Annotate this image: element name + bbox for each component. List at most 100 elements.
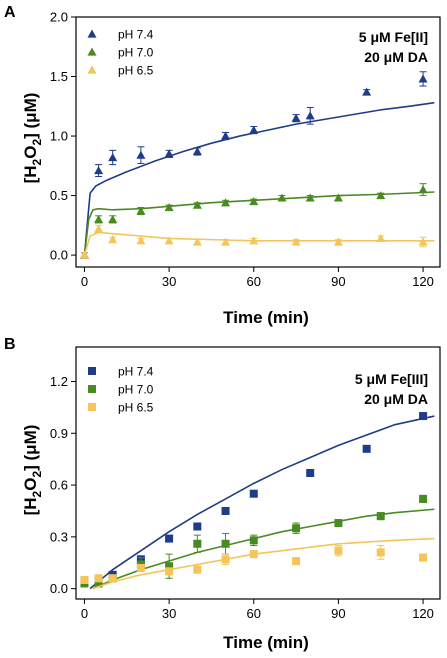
panel-b-x-tick-label: 30	[162, 606, 176, 621]
panel-a-legend-label-ph-7-4: pH 7.4	[118, 28, 154, 42]
panel-b-point-ph-6-5	[108, 574, 117, 583]
panel-a-point-ph-6-5	[108, 235, 118, 244]
panel-a-point-ph-7-0	[136, 206, 146, 215]
panel-a-point-ph-7-0	[418, 185, 428, 194]
panel-b-y-tick-label: 0.6	[50, 478, 68, 493]
panel-a-point-ph-7-0	[221, 198, 231, 207]
panel-b-point-ph-7-0	[193, 539, 202, 548]
panel-b-point-ph-7-4	[193, 522, 202, 531]
panel-b-point-ph-7-4	[221, 506, 230, 515]
panel-a-point-ph-7-4	[418, 74, 428, 83]
panel-a-point-ph-7-4	[249, 125, 259, 134]
panel-b-point-ph-7-0	[221, 539, 230, 548]
panel-a-point-ph-7-0	[108, 214, 118, 223]
panel-a-letter: A	[4, 4, 16, 21]
panel-b-legend-marker-ph-6-5	[88, 403, 96, 411]
panel-b-x-tick-label: 60	[247, 606, 261, 621]
panel-a-point-ph-7-0	[249, 197, 259, 206]
panel-a-x-tick-label: 120	[412, 274, 434, 289]
panel-a-point-ph-6-5	[333, 237, 343, 246]
panel-a-point-ph-7-0	[376, 191, 386, 200]
panel-a-point-ph-6-5	[136, 236, 146, 245]
panel-a-point-ph-7-4	[221, 131, 231, 140]
panel-a-point-ph-6-5	[164, 236, 174, 245]
panel-a-point-ph-7-0	[305, 193, 315, 202]
panel-a-point-ph-7-0	[192, 200, 202, 209]
panel-a-annotation-dopamine: 20 μM DA	[364, 49, 428, 65]
panel-a-point-ph-7-4	[164, 149, 174, 158]
panel-a-fit-line-ph-7-0	[83, 191, 435, 256]
panel-b-point-ph-7-4	[419, 412, 428, 421]
panel-a-point-ph-7-0	[333, 193, 343, 202]
panel-a-point-ph-7-4	[136, 150, 146, 159]
panel-b-point-ph-6-5	[165, 567, 174, 576]
panel-a-x-tick-label: 60	[247, 274, 261, 289]
panel-a-legend-marker-ph-7-4	[87, 29, 97, 38]
panel-a-x-tick-label: 30	[162, 274, 176, 289]
panel-b-letter: B	[4, 336, 16, 353]
panel-b-legend-label-ph-7-0: pH 7.0	[118, 383, 154, 397]
panel-a-y-tick-label: 1.5	[50, 69, 68, 84]
panel-b-point-ph-7-0	[419, 494, 428, 503]
panel-b-point-ph-6-5	[376, 548, 385, 557]
panel-a-x-tick-label: 0	[81, 274, 88, 289]
panel-a-y-tick-label: 1.0	[50, 129, 68, 144]
panel-a-y-tick-label: 2.0	[50, 10, 68, 25]
panel-a-point-ph-7-4	[305, 111, 315, 120]
panel-b-point-ph-7-4	[362, 444, 371, 453]
panel-a-point-ph-6-5	[249, 236, 259, 245]
panel-b-y-tick-label: 1.2	[50, 374, 68, 389]
panel-b-point-ph-7-0	[292, 524, 301, 533]
panel-a-point-ph-6-5	[418, 237, 428, 246]
panel-a-legend-marker-ph-6-5	[87, 65, 97, 74]
panel-b: B 0 30 60 90 120 0.0 0.3 0.6 0.9 1.2 pH 7.4 pH 7.0…	[4, 336, 441, 652]
panel-b-annotation-iron: 5 μM Fe[III]	[355, 371, 428, 387]
panel-a-point-ph-7-0	[164, 202, 174, 212]
panel-a-point-ph-6-5	[94, 224, 104, 233]
panel-a-y-axis-label: [H2O2] (μM)	[21, 93, 44, 184]
panel-b-y-axis-label: [H2O2] (μM)	[21, 425, 44, 516]
panel-b-legend-label-ph-7-4: pH 7.4	[118, 365, 154, 379]
panel-a-point-ph-7-4	[362, 87, 372, 96]
panel-b-point-ph-7-4	[165, 534, 174, 543]
panel-b-x-axis-label: Time (min)	[223, 633, 309, 652]
panel-a-point-ph-7-4	[192, 147, 202, 156]
panel-b-point-ph-7-0	[94, 579, 103, 588]
panel-b-plot-area: 0 30 60 90 120 0.0 0.3 0.6 0.9 1.2	[50, 374, 435, 621]
panel-a-y-tick-label: 0.0	[50, 248, 68, 263]
panel-a-legend: pH 7.4 pH 7.0 pH 6.5	[87, 28, 154, 78]
panel-a-point-ph-7-4	[94, 166, 104, 175]
panel-a-point-ph-6-5	[291, 237, 301, 246]
panel-a-point-ph-7-0	[94, 214, 104, 223]
panel-b-y-tick-label: 0.9	[50, 426, 68, 441]
panel-a-x-axis-label: Time (min)	[223, 308, 309, 327]
panel-b-y-tick-label: 0.0	[50, 581, 68, 596]
panel-b-y-tick-label: 0.3	[50, 529, 68, 544]
panel-b-point-ph-6-5	[221, 555, 230, 564]
panel-b-point-ph-6-5	[249, 550, 258, 559]
panel-b-point-ph-6-5	[334, 546, 343, 555]
panel-a-point-ph-6-5	[221, 237, 231, 246]
panel-b-legend-marker-ph-7-4	[88, 367, 96, 375]
panel-a-point-ph-7-4	[108, 152, 118, 162]
panel-b-x-tick-label: 0	[81, 606, 88, 621]
panel-b-point-ph-6-5	[80, 576, 89, 585]
panel-b-point-ph-7-0	[334, 519, 343, 528]
panel-b-point-ph-7-0	[249, 536, 258, 545]
panel-b-point-ph-6-5	[419, 553, 428, 562]
panel-b-point-ph-6-5	[136, 563, 145, 572]
panel-b-legend: pH 7.4 pH 7.0 pH 6.5	[88, 365, 154, 415]
panel-b-x-tick-label: 90	[331, 606, 345, 621]
panel-a-point-ph-6-5	[376, 233, 386, 243]
panel-a-point-ph-7-0	[277, 193, 287, 202]
panel-a-annotation-iron: 5 μM Fe[II]	[359, 29, 428, 45]
panel-a-fit-line-ph-7-4	[83, 101, 435, 256]
panel-a: A 0 30 60 90 120 0.0 0.5 1.0 1.5 2.0 pH 7.4 pH 7.0…	[4, 4, 441, 327]
panel-b-point-ph-7-4	[249, 489, 258, 498]
panel-b-point-ph-6-5	[292, 557, 301, 566]
panel-b-point-ph-7-0	[165, 562, 174, 571]
panel-b-legend-marker-ph-7-0	[88, 385, 96, 393]
panel-a-legend-label-ph-6-5: pH 6.5	[118, 64, 154, 78]
panel-b-point-ph-6-5	[193, 565, 202, 574]
